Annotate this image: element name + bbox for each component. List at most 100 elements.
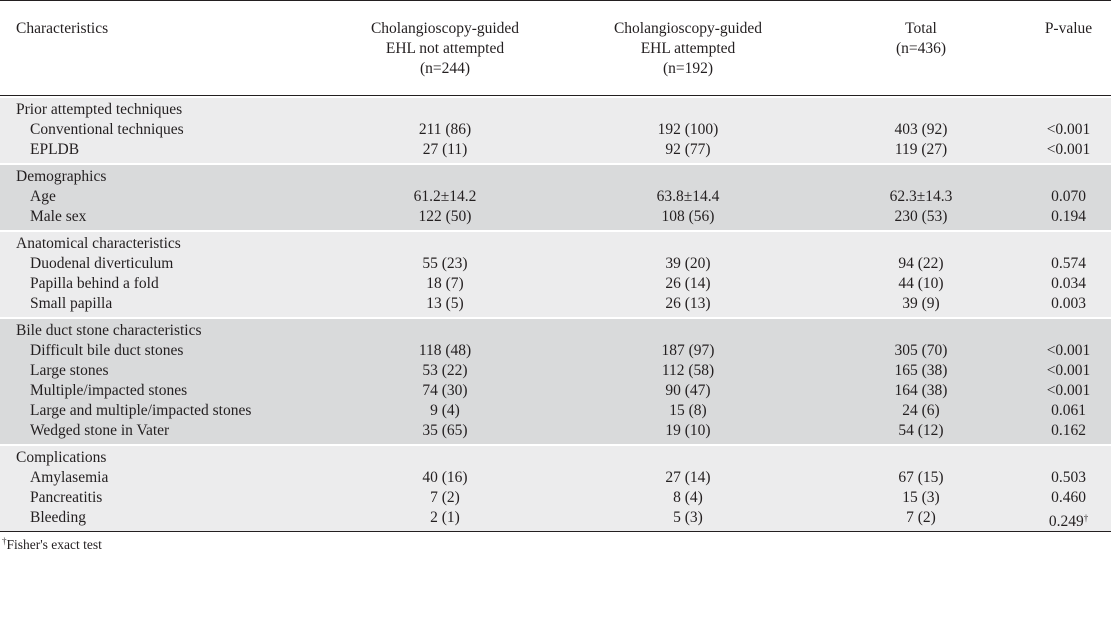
cell-p-value: 0.503 [1051,469,1086,486]
cell-p-value: 0.162 [1051,422,1086,439]
table-row: Large and multiple/impacted stones 9 (4) 1… [0,401,1111,421]
row-label: Multiple/impacted stones [30,382,188,399]
table-row: Wedged stone in Vater 35 (65) 19 (10) 54 (1… [0,421,1111,441]
cell-ehl-attempted: 92 (77) [665,141,711,158]
bottom-rule [0,531,1111,532]
table-row: Large stones 53 (22) 112 (58) 165 (38) <0.00… [0,361,1111,381]
cell-p-value: 0.061 [1051,402,1086,419]
cell-total: 165 (38) [894,362,948,379]
top-rule [0,0,1111,1]
table-row: Duodenal diverticulum 55 (23) 39 (20) 94 (2… [0,254,1111,274]
cell-ehl-not-attempted: 40 (16) [422,469,468,486]
cell-ehl-not-attempted: 61.2±14.2 [413,188,477,205]
cell-p-value: <0.001 [1046,382,1091,399]
cell-p-value: 0.574 [1051,255,1086,272]
cell-p-value: 0.460 [1051,489,1086,506]
section-title: Prior attempted techniques [16,101,183,118]
cell-ehl-attempted: 27 (14) [665,469,711,486]
cell-ehl-not-attempted: 9 (4) [430,402,460,419]
row-label: Large stones [30,362,109,379]
cell-p-value: <0.001 [1046,342,1091,359]
table-row: Multiple/impacted stones 74 (30) 90 (47) 16… [0,381,1111,401]
cell-total: 94 (22) [898,255,944,272]
cell-ehl-not-attempted: 55 (23) [422,255,468,272]
cell-ehl-not-attempted: 13 (5) [426,295,464,312]
cell-ehl-attempted: 112 (58) [661,362,715,379]
row-label: Small papilla [30,295,113,312]
cell-total: 24 (6) [902,402,940,419]
row-label: Large and multiple/impacted stones [30,402,252,419]
row-label: Amylasemia [30,469,109,486]
cell-p-value: 0.249† [1048,513,1089,530]
table-row: Pancreatitis 7 (2) 8 (4) 15 (3) 0.460 [0,488,1111,508]
cell-ehl-not-attempted: 74 (30) [422,382,468,399]
row-label: Bleeding [30,509,86,526]
cell-ehl-attempted: 90 (47) [665,382,711,399]
row-label: Duodenal diverticulum [30,255,174,272]
section-title: Anatomical characteristics [16,235,181,252]
row-label: Difficult bile duct stones [30,342,184,359]
header-characteristics: Characteristics [16,20,109,37]
table-row: Conventional techniques 211 (86) 192 (100)… [0,120,1111,140]
table-row: Amylasemia 40 (16) 27 (14) 67 (15) 0.503 [0,468,1111,488]
row-label: EPLDB [30,141,80,158]
characteristics-table: Characteristics Cholangioscopy-guided EHL… [0,0,1111,552]
cell-total: 403 (92) [894,121,948,138]
cell-ehl-attempted: 8 (4) [673,489,703,506]
cell-ehl-attempted: 187 (97) [661,342,715,359]
cell-p-value: 0.003 [1051,295,1086,312]
cell-ehl-attempted: 192 (100) [657,121,719,138]
cell-total: 39 (9) [902,295,940,312]
row-label: Male sex [30,208,87,225]
cell-ehl-not-attempted: 35 (65) [422,422,468,439]
table-row: Male sex 122 (50) 108 (56) 230 (53) 0.194 [0,207,1111,227]
cell-ehl-not-attempted: 7 (2) [430,489,460,506]
cell-total: 67 (15) [898,469,944,486]
section-title: Bile duct stone characteristics [16,322,202,339]
cell-ehl-attempted: 63.8±14.4 [656,188,720,205]
cell-ehl-not-attempted: 122 (50) [418,208,472,225]
table-section: Prior attempted techniques Conventional t… [0,98,1111,163]
table-section: Complications Amylasemia 40 (16) 27 (14) 67 … [0,446,1111,531]
cell-p-value: <0.001 [1046,362,1091,379]
cell-ehl-attempted: 26 (14) [665,275,711,292]
header-ehl-attempted: Cholangioscopy-guided EHL attempted (n=192… [613,20,763,77]
cell-ehl-attempted: 5 (3) [673,509,703,526]
row-label: Wedged stone in Vater [30,422,170,439]
cell-ehl-not-attempted: 211 (86) [418,121,472,138]
table-header: Characteristics Cholangioscopy-guided EHL… [0,1,1111,96]
table-row: Age 61.2±14.2 63.8±14.4 62.3±14.3 0.070 [0,187,1111,207]
cell-total: 230 (53) [894,208,948,225]
table-body: Prior attempted techniques Conventional t… [0,98,1111,531]
table-row: Papilla behind a fold 18 (7) 26 (14) 44 (10… [0,274,1111,294]
section-title: Complications [16,449,107,466]
cell-total: 119 (27) [894,141,948,158]
cell-p-value: <0.001 [1046,121,1091,138]
cell-ehl-attempted: 26 (13) [665,295,711,312]
cell-ehl-not-attempted: 18 (7) [426,275,464,292]
table-section: Bile duct stone characteristics Difficult… [0,319,1111,444]
table-row: Small papilla 13 (5) 26 (13) 39 (9) 0.003 [0,294,1111,314]
header-p-value: P-value [1044,20,1093,37]
cell-total: 7 (2) [906,509,936,526]
cell-ehl-not-attempted: 118 (48) [418,342,472,359]
section-title: Demographics [16,168,107,185]
cell-p-value: 0.070 [1051,188,1086,205]
footnote: †Fisher's exact test [2,536,102,552]
cell-ehl-attempted: 39 (20) [665,255,711,272]
header-total: Total (n=436) [895,20,947,57]
table-row: Difficult bile duct stones 118 (48) 187 (9… [0,341,1111,361]
header-ehl-not-attempted: Cholangioscopy-guided EHL not attempted (n… [370,20,520,77]
cell-total: 44 (10) [898,275,944,292]
table-section: Anatomical characteristics Duodenal diver… [0,232,1111,317]
table-row: EPLDB 27 (11) 92 (77) 119 (27) <0.001 [0,140,1111,160]
cell-total: 54 (12) [898,422,944,439]
row-label: Papilla behind a fold [30,275,159,292]
row-label: Pancreatitis [30,489,103,506]
cell-p-value: <0.001 [1046,141,1091,158]
cell-p-value: 0.034 [1051,275,1086,292]
row-label: Conventional techniques [30,121,184,138]
cell-total: 305 (70) [894,342,948,359]
row-label: Age [30,188,56,205]
cell-p-value: 0.194 [1051,208,1086,225]
